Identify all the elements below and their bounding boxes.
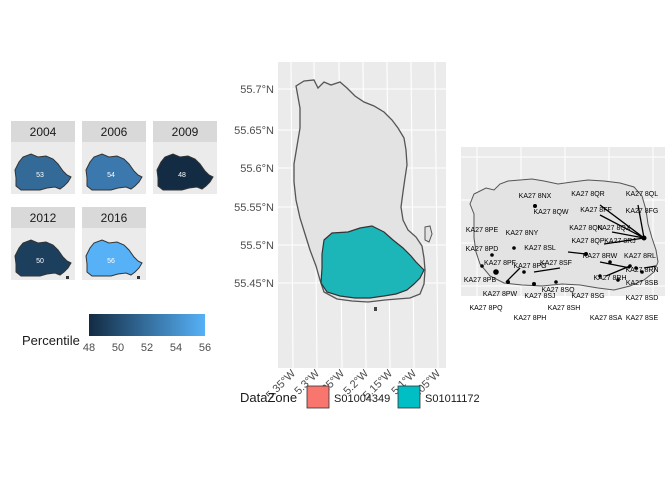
colorbar-ramp <box>89 314 205 336</box>
facet-2009-zone <box>156 153 214 191</box>
small-islet <box>424 225 433 243</box>
facet-2004-zone <box>14 153 72 191</box>
postcode-label: KA27 8SQ <box>541 287 575 294</box>
main-map: 55.7°N 55.65°N 55.6°N 55.55°N 55.5°N 55.… <box>234 61 446 402</box>
postcode-label: KA27 8NX <box>519 193 552 200</box>
postcode-label: KA27 8PW <box>483 291 518 298</box>
facet-2016-zone <box>85 239 143 277</box>
postcode-label: KA27 8RN <box>625 267 658 274</box>
postcode-label: KA27 8PE <box>466 227 499 234</box>
highlight-zone-S01011172 <box>320 225 425 299</box>
postcode-label: KA27 8SD <box>626 295 659 302</box>
postcode-label: KA27 8SE <box>626 315 659 322</box>
lat-tick-label: 55.45°N <box>234 278 274 290</box>
facet-2006-zone <box>85 153 143 191</box>
lat-tick-label: 55.55°N <box>234 202 274 214</box>
postcode-label: KA27 8PB <box>464 277 497 284</box>
facet-2012-zone <box>14 239 72 277</box>
postcode-points <box>480 204 647 286</box>
postcode-label: KA27 8RH <box>593 275 626 282</box>
lat-tick-label: 55.5°N <box>240 240 274 252</box>
colorbar-tick-label: 48 <box>83 342 95 354</box>
facet-2016: 2016 56 <box>82 207 146 280</box>
postcode-label: KA27 8QP <box>571 238 604 245</box>
lat-tick-label: 55.65°N <box>234 125 274 137</box>
postcode-label: KA27 8RJ <box>604 238 636 245</box>
colorbar-tick-label: 52 <box>141 342 153 354</box>
facet-2009-label: 48 <box>178 172 186 179</box>
postcode-label: KA27 8FF <box>580 207 612 214</box>
postcode-label: KA27 8NY <box>506 230 539 237</box>
postcode-label: KA27 8QR <box>571 191 604 198</box>
postcode-label: KA27 8PH <box>514 315 547 322</box>
postcode-label: KA27 8PF <box>484 260 516 267</box>
facet-2012-label: 50 <box>36 258 44 265</box>
legend-swatch-S01004349 <box>306 385 330 409</box>
postcode-label: KA27 8SL <box>524 245 556 252</box>
facet-2004: 2004 53 <box>11 121 75 194</box>
facet-2009: 2009 48 <box>153 121 217 194</box>
postcode-label: KA27 8SG <box>571 293 604 300</box>
facet-2016-title: 2016 <box>101 211 128 225</box>
colorbar-ticks: 48 50 52 54 56 <box>83 342 211 354</box>
facet-2012: 2012 50 <box>11 207 75 280</box>
postcode-label: KA27 8QX <box>597 225 630 232</box>
colorbar-tick-label: 56 <box>199 342 211 354</box>
postcode-label: KA27 8FG <box>626 208 659 215</box>
rock-islet <box>374 307 377 311</box>
facet-2006: 2006 54 <box>82 121 146 194</box>
postcode-label: KA27 8PD <box>466 246 499 253</box>
lat-tick-label: 55.6°N <box>240 163 274 175</box>
facet-2004-title: 2004 <box>30 125 57 139</box>
postcode-label: KA27 8QL <box>626 191 658 198</box>
postcode-label: KA27 8RW <box>583 253 618 260</box>
postcode-label: KA27 8RL <box>624 253 656 260</box>
facet-2016-label: 56 <box>107 258 115 265</box>
facet-2009-title: 2009 <box>172 125 199 139</box>
legend-swatch-S01011172 <box>397 385 421 409</box>
postcode-leader-lines <box>505 204 657 283</box>
postcode-label: KA27 8PG <box>513 263 546 270</box>
colorbar-title: Percentile <box>22 333 80 348</box>
legend-label-S01011172: S01011172 <box>425 393 480 405</box>
lat-axis-labels: 55.7°N 55.65°N 55.6°N 55.55°N 55.5°N 55.… <box>234 84 274 290</box>
postcode-label: KA27 8SH <box>548 305 581 312</box>
facet-2012-title: 2012 <box>30 211 57 225</box>
facet-2006-label: 54 <box>107 172 115 179</box>
postcode-label: KA27 8SA <box>590 315 623 322</box>
legend-label-S01004349: S01004349 <box>334 393 390 405</box>
postcode-map: KA27 8NX KA27 8QR KA27 8QL KA27 8FF KA27… <box>461 147 665 322</box>
facet-2006-title: 2006 <box>101 125 128 139</box>
colorbar-tick-label: 50 <box>112 342 124 354</box>
postcode-label: KA27 8PQ <box>469 305 503 312</box>
postcode-labels: KA27 8NX KA27 8QR KA27 8QL KA27 8FF KA27… <box>464 191 659 322</box>
legend-title: DataZone <box>240 390 297 405</box>
datazone-legend: DataZone S01004349 S01011172 <box>240 385 480 409</box>
postcode-label: KA27 8SF <box>540 260 572 267</box>
postcode-label: KA27 8QW <box>533 209 568 216</box>
lat-tick-label: 55.7°N <box>240 84 274 96</box>
facet-2004-label: 53 <box>36 172 44 179</box>
postcode-label: KA27 8QN <box>569 225 602 232</box>
colorbar-tick-label: 54 <box>170 342 182 354</box>
postcode-label: KA27 8SJ <box>524 293 555 300</box>
postcode-label: KA27 8SB <box>626 280 659 287</box>
colorbar: Percentile 48 50 52 54 56 <box>22 314 211 354</box>
